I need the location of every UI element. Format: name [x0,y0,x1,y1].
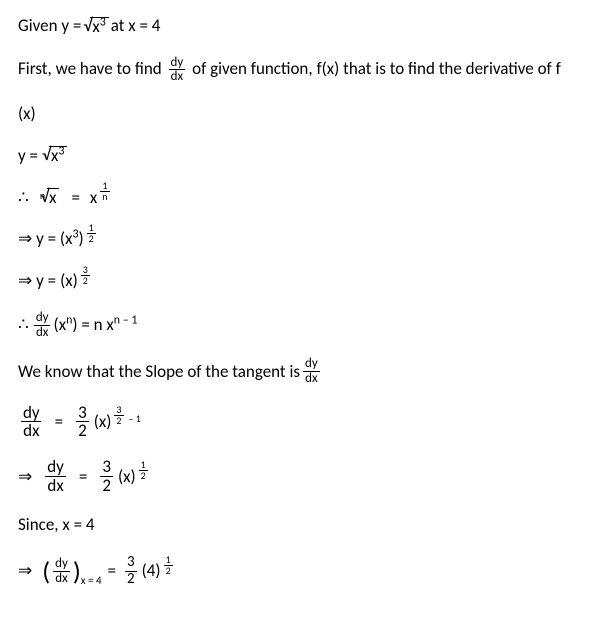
nth-root: n √ x [35,187,60,208]
x: (x) [60,269,78,293]
equals: = [108,559,116,583]
x: x [90,186,97,210]
therefore: ∴ [18,313,29,337]
coef: 3 2 [100,458,113,495]
text: at x = 4 [111,14,161,38]
text: Since, x = 4 [18,513,95,537]
therefore: ∴ [18,186,29,210]
dy-dx: dy dx [53,557,70,585]
radicand: x3 [90,17,108,37]
x: (x) [94,410,112,434]
exponent: 3 2 – 1 [111,405,140,426]
radicand: x3 [49,146,67,166]
line-nth-root-rule: ∴ n √ x = x 1 n [18,186,582,210]
dy-dx: dy dx [21,404,42,441]
line-given: Given y = √ x3 at x = 4 [18,14,582,38]
coef: 3 2 [125,555,137,588]
paren-dy-dx: ( dy dx ) [42,557,81,585]
line-since: Since, x = 4 [18,513,582,537]
text: y = [18,144,38,168]
arrow: ⇒ [18,465,32,489]
line-step1: ⇒ y = ( x3 ) 1 2 [18,227,582,251]
line-deriv2: ⇒ dy dx = 3 2 (x) 1 2 [18,458,582,495]
text: (xn) = n xn – 1 [54,313,138,337]
x: x3 [65,227,78,251]
line-first-cont: (x) [18,102,582,126]
text: (x) [18,102,36,126]
sqrt: √ x3 [83,16,108,37]
line-y-eq: y = √ x3 [18,144,582,168]
root-index: n [40,189,45,203]
text: of given function, f(x) that is to find … [192,58,561,79]
subscript: x = 4 [81,573,102,588]
dy-dx: dy dx [45,458,66,495]
radicand: x [47,188,59,208]
equals: = [55,410,63,434]
exponent: 1 2 [136,460,151,481]
text: Given y = [18,14,81,38]
text: ⇒ y = [18,269,56,293]
text: ⇒ y = ( [18,227,65,251]
line-power-rule: ∴ dy dx (xn) = n xn – 1 [18,311,582,339]
line-slope: We know that the Slope of the tangent is… [18,357,582,385]
arrow: ⇒ [18,559,32,583]
x: (x) [118,465,136,489]
line-eval: ⇒ ( dy dx ) x = 4 = 3 2 (4) 1 2 [18,555,582,588]
line-step2: ⇒ y = (x) 3 2 [18,269,582,293]
exponent: 3 2 [78,265,93,286]
line-deriv1: dy dx = 3 2 (x) 3 2 – 1 [18,404,582,441]
exponent: 1 2 [84,223,99,244]
text: We know that the Slope of the tangent is [18,360,300,384]
open-paren: ( [42,558,50,584]
exponent: 1 n [97,181,112,202]
exponent: 1 2 [161,555,176,576]
close-paren: ) [73,558,81,584]
dy-dx: dy dx [34,311,51,339]
dy-dx: dy dx [303,357,320,385]
equals: = [79,465,87,489]
text: First, we have to find [18,58,166,79]
equals: = [71,186,79,210]
dy-dx: dy dx [169,56,186,84]
coef: 3 2 [76,404,89,441]
sqrt: √ x3 [42,145,67,166]
line-first: First, we have to find dy dx of given fu… [18,56,582,84]
four: (4) [142,559,161,583]
